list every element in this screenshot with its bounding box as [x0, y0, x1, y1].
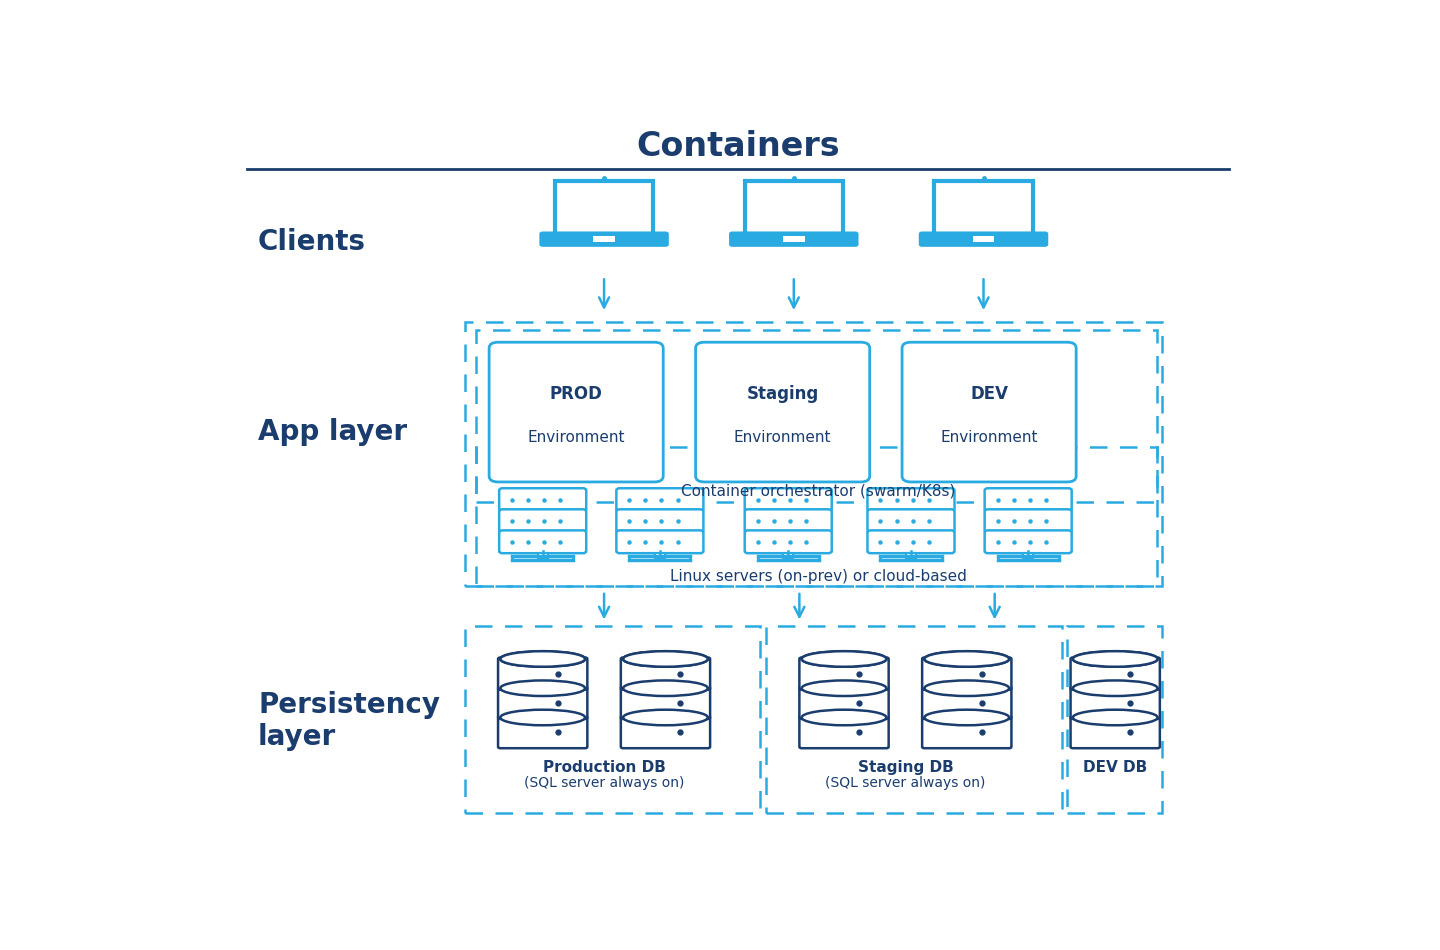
Bar [972, 236, 995, 242]
FancyBboxPatch shape [985, 509, 1071, 532]
Bar [1067, 626, 1162, 812]
FancyBboxPatch shape [1070, 657, 1159, 690]
Text: DEV DB: DEV DB [1083, 760, 1148, 775]
FancyBboxPatch shape [919, 232, 1048, 247]
Bar [1024, 553, 1032, 559]
FancyBboxPatch shape [621, 716, 710, 749]
FancyBboxPatch shape [696, 342, 870, 482]
Ellipse shape [1073, 680, 1158, 696]
FancyBboxPatch shape [867, 530, 955, 553]
FancyBboxPatch shape [500, 488, 586, 511]
Bar [475, 446, 1156, 586]
FancyBboxPatch shape [867, 488, 955, 511]
Bar [766, 626, 1061, 812]
Text: Clients: Clients [258, 228, 366, 256]
Bar [539, 553, 547, 559]
FancyBboxPatch shape [498, 687, 588, 719]
FancyBboxPatch shape [490, 342, 664, 482]
FancyBboxPatch shape [799, 687, 888, 719]
Text: (SQL server always on): (SQL server always on) [524, 776, 684, 790]
FancyBboxPatch shape [744, 530, 832, 553]
FancyBboxPatch shape [500, 509, 586, 532]
FancyBboxPatch shape [729, 232, 858, 247]
FancyBboxPatch shape [500, 530, 586, 553]
Ellipse shape [802, 710, 887, 725]
Text: DEV: DEV [971, 385, 1008, 403]
FancyBboxPatch shape [922, 657, 1011, 690]
Text: (SQL server always on): (SQL server always on) [825, 776, 985, 790]
FancyBboxPatch shape [616, 530, 703, 553]
FancyBboxPatch shape [498, 716, 588, 749]
Ellipse shape [924, 710, 1009, 725]
FancyBboxPatch shape [799, 657, 888, 690]
Ellipse shape [924, 651, 1009, 667]
Ellipse shape [624, 710, 708, 725]
Text: PROD: PROD [550, 385, 602, 403]
Text: Linux servers (on-prev) or cloud-based: Linux servers (on-prev) or cloud-based [670, 569, 966, 584]
Ellipse shape [1073, 651, 1158, 667]
FancyBboxPatch shape [621, 657, 710, 690]
Ellipse shape [500, 651, 585, 667]
FancyBboxPatch shape [616, 509, 703, 532]
Text: Production DB: Production DB [543, 760, 665, 775]
Ellipse shape [924, 680, 1009, 696]
FancyBboxPatch shape [616, 488, 703, 511]
Bar [554, 181, 654, 234]
Ellipse shape [924, 651, 1009, 667]
FancyBboxPatch shape [901, 342, 1076, 482]
Ellipse shape [1073, 651, 1158, 667]
Text: Staging: Staging [746, 385, 819, 403]
FancyBboxPatch shape [744, 509, 832, 532]
Ellipse shape [500, 710, 585, 725]
Text: Persistency
layer: Persistency layer [258, 691, 441, 751]
FancyBboxPatch shape [985, 488, 1071, 511]
Bar [655, 553, 665, 559]
FancyBboxPatch shape [922, 687, 1011, 719]
Text: Staging DB: Staging DB [858, 760, 953, 775]
Ellipse shape [802, 651, 887, 667]
Text: Containers: Containers [636, 130, 840, 163]
Text: Container orchestrator (swarm/K8s): Container orchestrator (swarm/K8s) [681, 484, 956, 498]
Bar [465, 322, 1162, 586]
FancyBboxPatch shape [1070, 687, 1159, 719]
Ellipse shape [624, 680, 708, 696]
Bar [783, 236, 805, 242]
FancyBboxPatch shape [799, 716, 888, 749]
FancyBboxPatch shape [621, 687, 710, 719]
Bar [744, 181, 842, 234]
Ellipse shape [624, 651, 708, 667]
FancyBboxPatch shape [1070, 716, 1159, 749]
FancyBboxPatch shape [744, 488, 832, 511]
Ellipse shape [500, 651, 585, 667]
Bar [906, 553, 916, 559]
FancyBboxPatch shape [922, 716, 1011, 749]
Ellipse shape [802, 680, 887, 696]
FancyBboxPatch shape [498, 657, 588, 690]
Text: Environment: Environment [527, 430, 625, 446]
Text: Environment: Environment [734, 430, 831, 446]
Ellipse shape [500, 680, 585, 696]
Bar [475, 330, 1156, 502]
Ellipse shape [1073, 710, 1158, 725]
Bar [935, 181, 1032, 234]
Text: Environment: Environment [940, 430, 1038, 446]
FancyBboxPatch shape [867, 509, 955, 532]
Ellipse shape [624, 651, 708, 667]
Bar [465, 626, 760, 812]
Bar [783, 553, 793, 559]
Text: App layer: App layer [258, 418, 408, 446]
Bar [593, 236, 615, 242]
Ellipse shape [802, 651, 887, 667]
FancyBboxPatch shape [540, 232, 668, 247]
FancyBboxPatch shape [985, 530, 1071, 553]
